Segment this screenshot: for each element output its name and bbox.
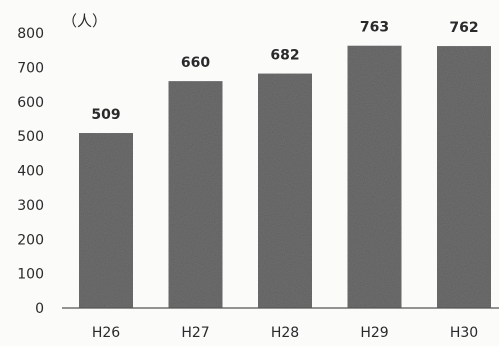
bar	[168, 81, 223, 308]
x-tick-label: H29	[360, 325, 388, 341]
y-tick-label: 200	[17, 232, 44, 248]
bar	[258, 73, 312, 308]
x-tick-label: H27	[181, 325, 209, 341]
bars: 509 660 682 763 762	[79, 20, 491, 308]
y-tick-label: 500	[17, 129, 44, 145]
y-tick-label: 0	[35, 301, 44, 317]
data-label: 763	[360, 20, 389, 36]
y-tick-label: 400	[17, 164, 44, 180]
y-tick-label: 700	[17, 60, 44, 76]
y-tick-label: 800	[17, 26, 44, 42]
data-label: 682	[270, 48, 299, 64]
data-label: 762	[449, 20, 478, 36]
data-label: 660	[181, 55, 210, 71]
bar	[79, 133, 133, 308]
unit-label: （人）	[62, 12, 107, 30]
x-tick-label: H28	[271, 325, 299, 341]
y-tick-label: 100	[17, 267, 44, 283]
y-tick-label: 600	[17, 95, 44, 111]
data-label: 509	[91, 107, 120, 123]
x-tick-label: H26	[92, 325, 120, 341]
x-tick-label: H30	[450, 325, 478, 341]
y-axis-ticks: 0 100 200 300 400 500 600 700 800	[17, 26, 44, 317]
x-axis-ticks: H26 H27 H28 H29 H30	[92, 325, 478, 341]
bar	[437, 46, 491, 308]
bar	[347, 45, 402, 308]
y-tick-label: 300	[17, 198, 44, 214]
